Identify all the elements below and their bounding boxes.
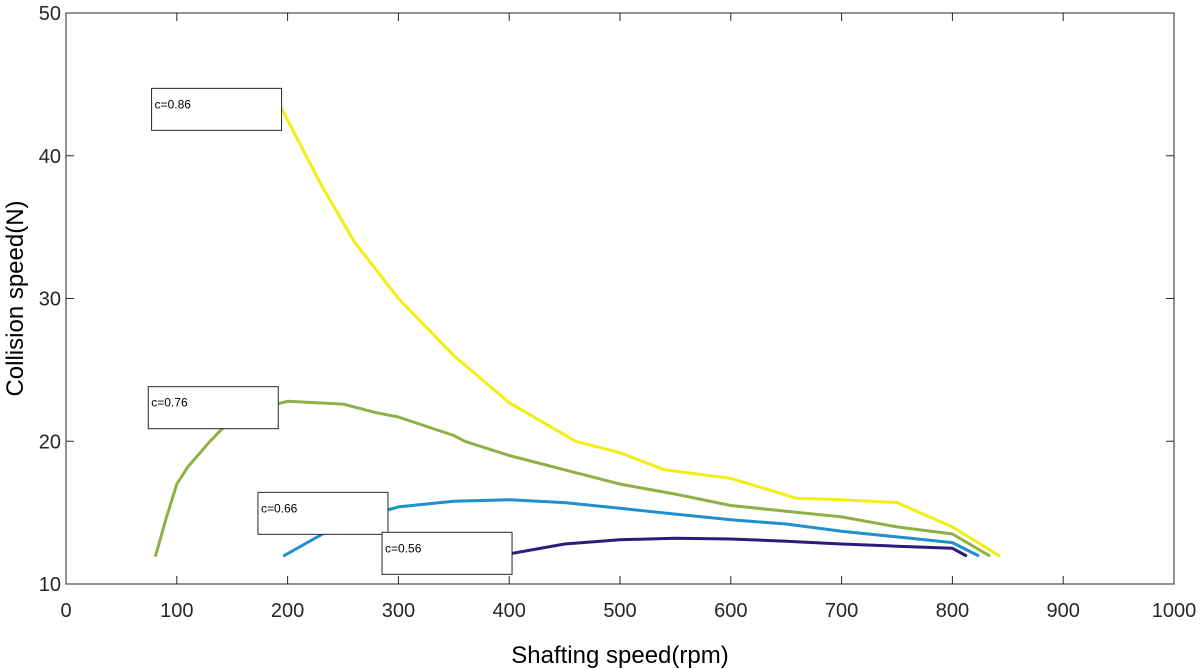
annotation-box: c=0.66 xyxy=(257,491,389,535)
annotation-frame xyxy=(151,87,283,131)
series-lines xyxy=(154,97,1001,557)
x-tick-label: 700 xyxy=(825,600,858,622)
x-tick-label: 100 xyxy=(160,600,193,622)
annotation-frame xyxy=(147,386,279,430)
annotation-label: c=0.86 xyxy=(155,97,192,111)
series-line-c-0-66 xyxy=(282,498,980,557)
x-tick-label: 300 xyxy=(382,600,415,622)
x-tick-label: 1000 xyxy=(1152,600,1197,622)
series-line-c-0-56 xyxy=(498,536,968,557)
series-line-c-0-86 xyxy=(275,97,1001,557)
x-tick-label: 500 xyxy=(603,600,636,622)
annotation-label: c=0.66 xyxy=(261,501,298,515)
annotation-box: c=0.86 xyxy=(151,87,283,131)
y-tick-label: 10 xyxy=(39,574,61,596)
annotation-label: c=0.76 xyxy=(151,396,188,410)
y-tick-label: 20 xyxy=(39,431,61,453)
y-tick-label: 50 xyxy=(39,3,61,25)
annotation-frame xyxy=(257,491,389,535)
annotation-frame xyxy=(381,531,513,575)
x-tick-label: 800 xyxy=(936,600,969,622)
y-axis-title: Collision speed(N) xyxy=(2,200,29,396)
x-tick-label: 600 xyxy=(714,600,747,622)
annotation-box: c=0.56 xyxy=(381,531,513,575)
annotation-label: c=0.56 xyxy=(385,541,422,555)
series-line-c-0-76 xyxy=(154,399,991,557)
annotation-box: c=0.76 xyxy=(147,386,279,430)
y-tick-label: 40 xyxy=(39,146,61,168)
x-tick-label: 900 xyxy=(1047,600,1080,622)
annotations: c=0.86 c=0.76 c=0.66 c=0.56 xyxy=(147,87,513,575)
y-tick-label: 30 xyxy=(39,289,61,311)
x-tick-label: 200 xyxy=(271,600,304,622)
x-tick-label: 400 xyxy=(493,600,526,622)
axis-ticks: 0 100 200 300 400 500 600 700 800 900 1000 10 20 30 40… xyxy=(39,3,1197,622)
x-axis-title: Shafting speed(rpm) xyxy=(511,642,728,669)
x-tick-label: 0 xyxy=(60,600,71,622)
